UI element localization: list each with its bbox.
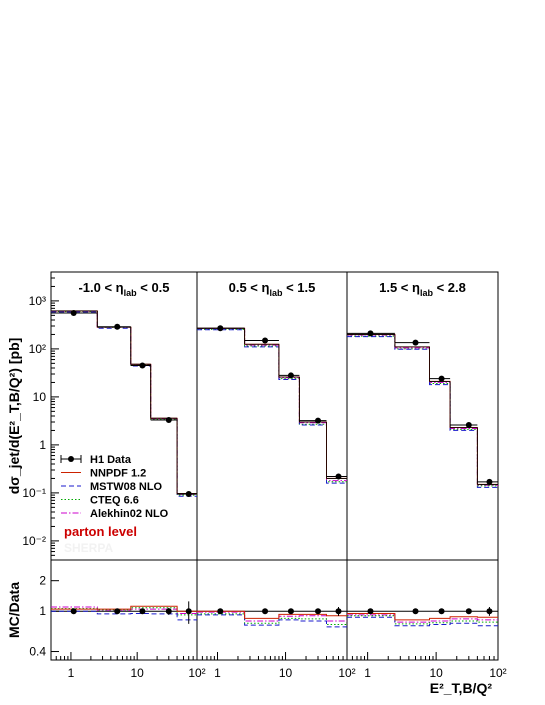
y-tick-label-ratio: 2 [39,574,46,588]
ratio-data-point [185,608,192,615]
series-nnpdf-1-2-ratio [347,613,498,621]
y-axis-title-ratio: MC/Data [6,582,22,638]
data-point [465,421,472,428]
data-point [114,323,121,330]
ratio-data-point [70,608,77,615]
x-tick-label: 1 [214,666,221,680]
plot-frame [50,271,499,661]
ratio-data-point [486,608,493,615]
x-tick-label: 1 [364,666,371,680]
x-tick-label: 10² [338,666,355,680]
y-tick-label-main: 10⁻¹ [22,486,46,500]
data-point [367,330,374,337]
ratio-data-point [438,608,445,615]
ratio-data-point [335,608,342,615]
x-tick-label: 10 [279,666,293,680]
parton-level-label: parton level [64,524,137,539]
panel-label: -1.0 < ηlab < 0.5 [78,280,169,298]
y-tick-label-main: 1 [39,438,46,452]
series-mstw08-nlo-main [197,329,347,484]
ratio-data-point [465,608,472,615]
ratio-data-point [287,608,294,615]
series-mstw08-nlo-ratio [347,616,498,627]
legend-label-cteq-6-6: CTEQ 6.6 [90,495,139,507]
panel-2: 0.5 < ηlab < 1.5 [197,280,347,628]
data-point [412,339,419,346]
data-point [315,417,322,424]
y-tick-label-main: 10 [33,390,47,404]
y-tick-label-main: 10³ [29,294,46,308]
y-axis-title-main: dσ_jet/d(E²_T,B/Q²) [pb] [6,338,22,495]
x-tick-label: 10 [429,666,443,680]
legend-label-alekhin02-nlo: Alekhin02 NLO [90,508,169,520]
ratio-data-point [139,608,146,615]
series-nnpdf-1-2-ratio [51,605,197,612]
panel-label: 0.5 < ηlab < 1.5 [229,280,316,298]
series-nnpdf-1-2-main [347,333,498,485]
legend-label-mstw08-nlo: MSTW08 NLO [90,481,163,493]
data-point [70,309,77,316]
ratio-data-point [165,608,172,615]
data-point [185,490,192,497]
series-nnpdf-1-2-main [197,327,347,479]
x-tick-label: 10² [489,666,506,680]
data-point [335,473,342,480]
legend-label-nnpdf-1-2: NNPDF 1.2 [90,468,146,480]
x-tick-label: 10² [188,666,205,680]
ratio-data-point [412,608,419,615]
series-mstw08-nlo-main [347,336,498,488]
series-cteq-6-6-ratio [347,615,498,625]
data-point [217,325,224,332]
ratio-data-point [315,608,322,615]
data-point [139,362,146,369]
ratio-data-point [262,608,269,615]
plot-layer: 10⁻² 10⁻¹ 1 10 10² 10³ 0.4 1 2 1 10 10² 1 10 10² 1 10 10²… [6,271,507,696]
series-mstw08-nlo-ratio [197,614,347,628]
y-tick-label-ratio: 0.4 [29,645,46,659]
ratio-data-point [217,608,224,615]
data-point [165,417,172,424]
y-tick-label-main: 10⁻² [22,534,46,548]
data-point [438,375,445,382]
series-alekhin02-nlo-main [197,328,347,482]
panel-3: 1.5 < ηlab < 2.8 [347,280,498,627]
series-nnpdf-1-2-main [51,310,197,494]
legend-label-h1-data: H1 Data [90,454,132,466]
data-point [262,337,269,344]
y-tick-label-main: 10² [29,342,46,356]
series-cteq-6-6-main [197,328,347,483]
y-tick-label-ratio: 1 [39,604,46,618]
series-cteq-6-6-main [347,335,498,487]
data-point [486,478,493,485]
sherpa-label: SHERPA [64,541,113,555]
x-axis-title: E²_T,B/Q² [430,680,493,696]
x-tick-label: 1 [68,666,75,680]
series-nnpdf-1-2-ratio [197,610,347,619]
panel-label: 1.5 < ηlab < 2.8 [379,280,466,298]
ratio-data-point [114,608,121,615]
legend-marker-point [68,456,74,462]
ratio-data-point [367,608,374,615]
series-alekhin02-nlo-ratio [347,614,498,623]
panel-1: -1.0 < ηlab < 0.5 [51,280,197,624]
data-point [287,372,294,379]
series-alekhin02-nlo-main [347,334,498,486]
x-tick-label: 10 [131,666,145,680]
